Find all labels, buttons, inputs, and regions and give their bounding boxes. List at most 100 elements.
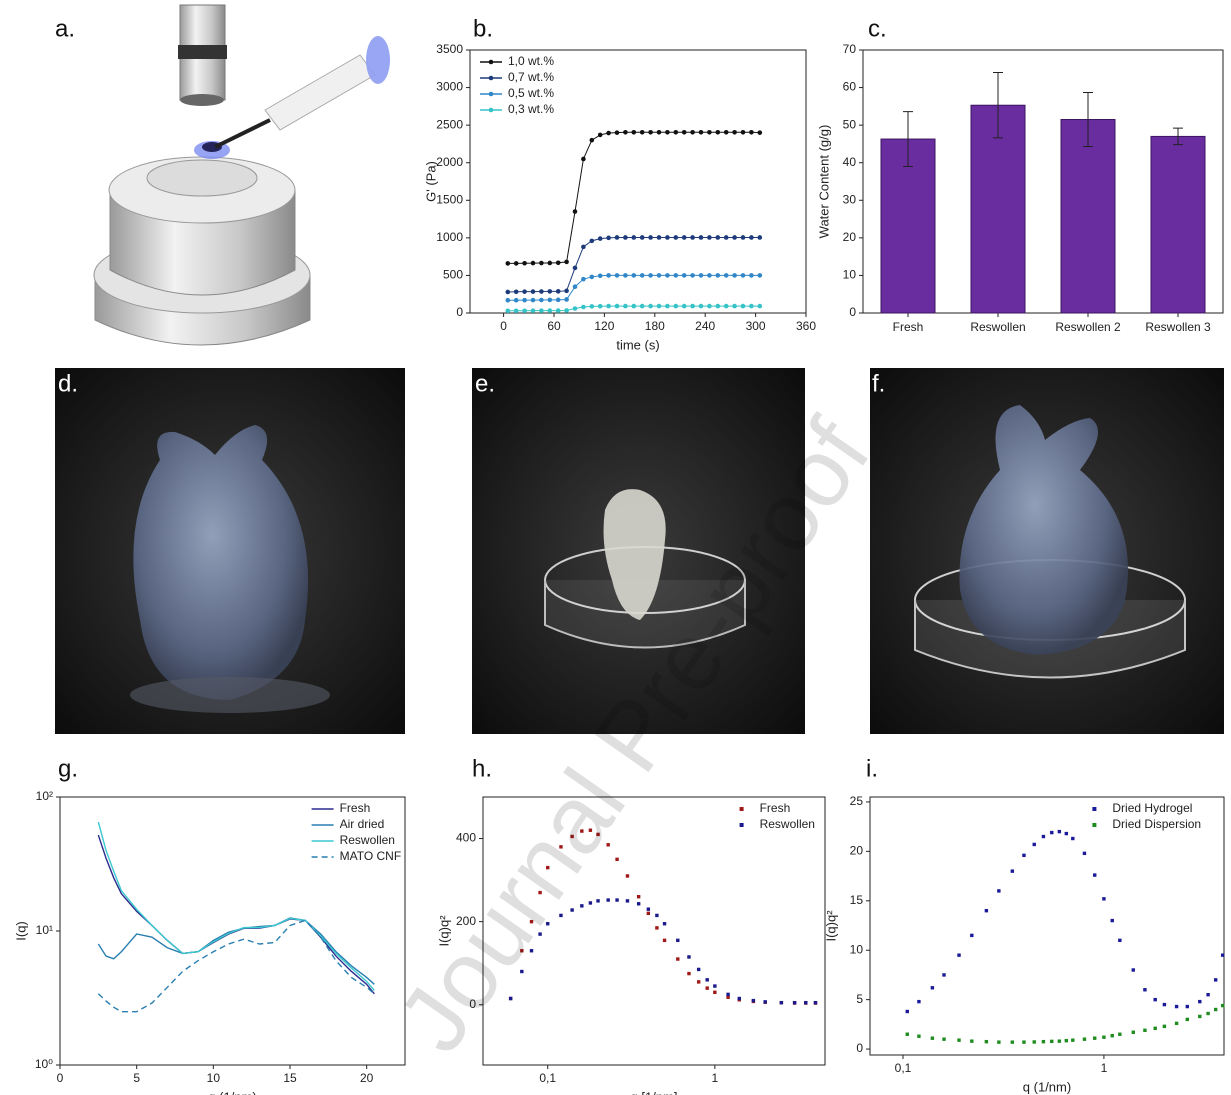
point xyxy=(1010,1040,1015,1044)
marker xyxy=(581,304,586,310)
marker xyxy=(522,260,527,266)
point xyxy=(559,913,563,918)
x-tick-label: 0 xyxy=(500,319,507,333)
panel-label: i. xyxy=(866,755,878,782)
plot-frame xyxy=(482,796,826,1066)
marker xyxy=(597,303,603,309)
photo-d xyxy=(55,368,405,734)
x-axis-label: q (1/nm) xyxy=(208,1089,256,1095)
point xyxy=(646,907,651,911)
panel-label: g. xyxy=(58,755,78,782)
point xyxy=(538,932,542,936)
y-tick-label: 200 xyxy=(456,914,476,928)
marker xyxy=(757,273,763,278)
marker xyxy=(681,303,687,309)
point xyxy=(570,908,574,912)
point xyxy=(917,1034,921,1038)
legend-swatch xyxy=(1092,807,1097,811)
y-tick-label: 70 xyxy=(843,42,857,56)
marker xyxy=(589,137,595,143)
marker xyxy=(505,308,511,314)
marker xyxy=(723,129,729,135)
legend-label: Dried Dispersion xyxy=(1112,817,1201,831)
marker xyxy=(665,303,670,309)
marker xyxy=(589,238,595,244)
point xyxy=(997,1040,1001,1044)
marker xyxy=(665,235,670,240)
marker xyxy=(707,273,712,278)
point xyxy=(779,1000,784,1005)
marker xyxy=(656,273,662,278)
marker xyxy=(589,274,595,280)
point xyxy=(917,999,921,1004)
legend-label: MATO CNF xyxy=(340,849,402,863)
marker xyxy=(665,129,670,135)
point xyxy=(970,933,974,938)
legend-label: Fresh xyxy=(760,801,791,815)
marker xyxy=(648,129,653,135)
photo-e xyxy=(472,368,805,734)
y-tick-label: 10 xyxy=(843,268,857,282)
x-tick-label: 0,1 xyxy=(539,1071,556,1085)
point xyxy=(508,996,513,1001)
point xyxy=(1162,1024,1167,1029)
point xyxy=(687,955,691,959)
x-tick-label: 120 xyxy=(594,319,614,333)
x-tick-label: 0,1 xyxy=(895,1061,912,1075)
marker xyxy=(723,273,729,278)
panel-label: h. xyxy=(472,755,492,782)
y-tick-label: 0 xyxy=(856,1041,863,1055)
point xyxy=(580,829,584,833)
point xyxy=(737,996,741,1001)
y-tick-label: 15 xyxy=(850,893,864,907)
point xyxy=(1110,1034,1114,1038)
point xyxy=(1102,1035,1106,1039)
marker xyxy=(547,308,553,313)
error-bar xyxy=(1173,127,1183,146)
point xyxy=(520,949,524,953)
point xyxy=(1153,1026,1157,1031)
point xyxy=(559,845,563,849)
point xyxy=(662,938,667,943)
point xyxy=(957,953,961,957)
x-tick-label: 20 xyxy=(360,1071,374,1085)
y-tick-label: 60 xyxy=(843,80,857,94)
marker xyxy=(539,289,544,294)
panel-label: e. xyxy=(475,370,495,397)
legend-swatch xyxy=(739,807,744,811)
marker xyxy=(572,306,578,311)
y-tick-label: 3500 xyxy=(436,42,463,56)
y-tick-label: 0 xyxy=(456,305,463,319)
marker xyxy=(505,297,511,303)
error-bar xyxy=(903,111,913,167)
y-axis-label: Water Content (g/g) xyxy=(816,125,831,239)
panel-label: a. xyxy=(55,15,75,42)
y-tick-label: 50 xyxy=(843,117,857,131)
marker xyxy=(723,303,729,309)
x-tick-label: 0 xyxy=(57,1071,64,1085)
point xyxy=(538,890,542,895)
marker xyxy=(639,273,645,278)
marker xyxy=(614,273,620,278)
point xyxy=(1143,988,1147,992)
y-tick-label: 10¹ xyxy=(36,923,53,937)
point xyxy=(1220,953,1225,957)
legend-swatch xyxy=(1092,823,1097,827)
marker xyxy=(749,235,754,240)
point xyxy=(905,1032,909,1036)
point xyxy=(696,980,701,984)
marker xyxy=(631,303,637,309)
y-tick-label: 5 xyxy=(856,992,863,1006)
marker xyxy=(690,303,695,309)
point xyxy=(596,832,600,837)
point xyxy=(930,986,935,990)
point xyxy=(1174,1021,1179,1026)
y-tick-label: 30 xyxy=(843,192,857,206)
marker xyxy=(606,235,611,241)
marker xyxy=(732,235,737,240)
point xyxy=(1102,897,1106,901)
marker xyxy=(513,297,519,303)
marker xyxy=(614,235,620,240)
point xyxy=(713,990,717,994)
point xyxy=(1131,1030,1135,1034)
